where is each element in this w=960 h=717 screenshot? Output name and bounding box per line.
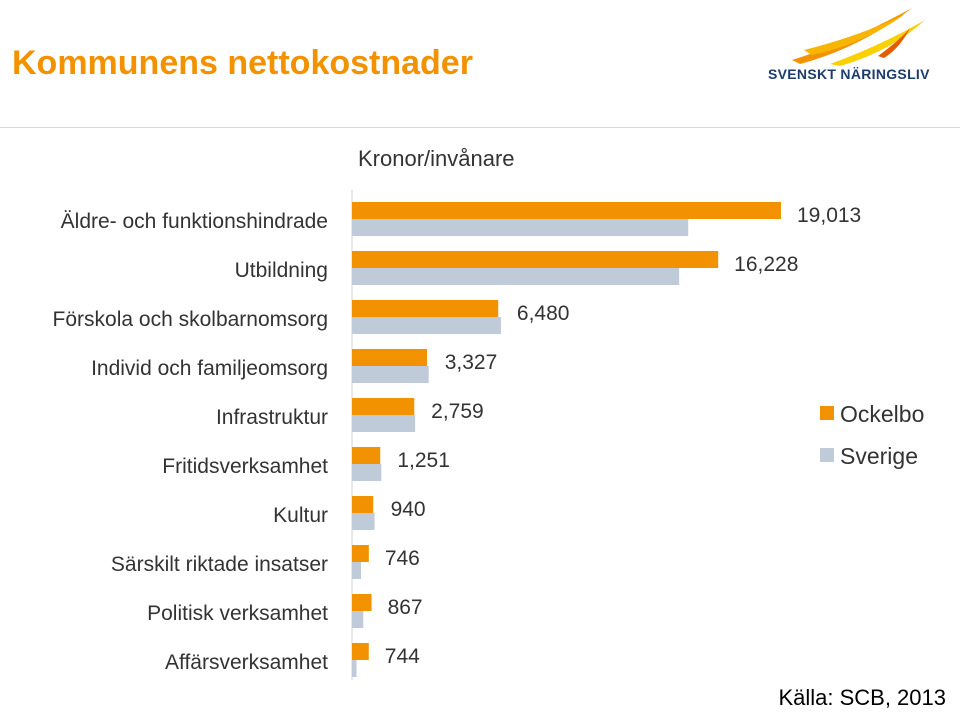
data-label: 16,228 bbox=[734, 253, 798, 276]
bar-ockelbo bbox=[352, 496, 374, 513]
bar-sverige bbox=[352, 562, 362, 579]
category-label: Individ och familjeomsorg bbox=[91, 357, 328, 380]
bar-sverige bbox=[352, 268, 680, 285]
bar-ockelbo bbox=[352, 202, 782, 219]
category-label: Utbildning bbox=[235, 259, 328, 282]
category-label: Förskola och skolbarnomsorg bbox=[53, 308, 328, 331]
bar-ockelbo bbox=[352, 447, 381, 464]
bar-sverige bbox=[352, 611, 364, 628]
bar-ockelbo bbox=[352, 594, 372, 611]
bar-ockelbo bbox=[352, 349, 428, 366]
data-label: 940 bbox=[391, 498, 426, 521]
unit-label: Kronor/invånare bbox=[358, 146, 515, 171]
category-label: Särskilt riktade insatser bbox=[111, 553, 328, 576]
data-label: 746 bbox=[385, 547, 420, 570]
bar-sverige bbox=[352, 366, 429, 383]
bar-sverige bbox=[352, 219, 689, 236]
bar-sverige bbox=[352, 464, 382, 481]
logo-text: SVENSKT NÄRINGSLIV bbox=[768, 66, 930, 82]
bar-chart: Äldre- och funktionshindrade 19,013 Utbild… bbox=[53, 190, 924, 680]
data-label: 2,759 bbox=[431, 400, 484, 423]
legend-label-ockelbo: Ockelbo bbox=[840, 401, 924, 427]
category-label: Infrastruktur bbox=[216, 406, 328, 429]
header-divider bbox=[0, 127, 960, 128]
data-label: 1,251 bbox=[397, 449, 450, 472]
category-label: Politisk verksamhet bbox=[147, 602, 328, 625]
swoosh-logo-icon bbox=[792, 8, 925, 66]
legend-label-sverige: Sverige bbox=[840, 443, 918, 469]
bar-ockelbo bbox=[352, 251, 719, 268]
bar-sverige bbox=[352, 317, 501, 334]
category-label: Äldre- och funktionshindrade bbox=[61, 210, 328, 233]
bar-sverige bbox=[352, 513, 375, 530]
category-label: Fritidsverksamhet bbox=[162, 455, 328, 478]
bar-sverige bbox=[352, 415, 416, 432]
data-label: 867 bbox=[388, 596, 423, 619]
data-label: 19,013 bbox=[797, 204, 861, 227]
category-label: Kultur bbox=[273, 504, 328, 527]
bar-ockelbo bbox=[352, 643, 369, 660]
bar-ockelbo bbox=[352, 300, 499, 317]
data-label: 3,327 bbox=[445, 351, 498, 374]
bar-ockelbo bbox=[352, 398, 415, 415]
bar-ockelbo bbox=[352, 545, 369, 562]
page-title: Kommunens nettokostnader bbox=[12, 44, 473, 82]
data-label: 6,480 bbox=[517, 302, 570, 325]
category-label: Affärsverksamhet bbox=[165, 651, 328, 674]
bar-sverige bbox=[352, 660, 357, 677]
legend-swatch-ockelbo bbox=[820, 406, 834, 420]
data-label: 744 bbox=[385, 645, 420, 668]
legend-swatch-sverige bbox=[820, 448, 834, 462]
source-note: Källa: SCB, 2013 bbox=[778, 685, 946, 710]
